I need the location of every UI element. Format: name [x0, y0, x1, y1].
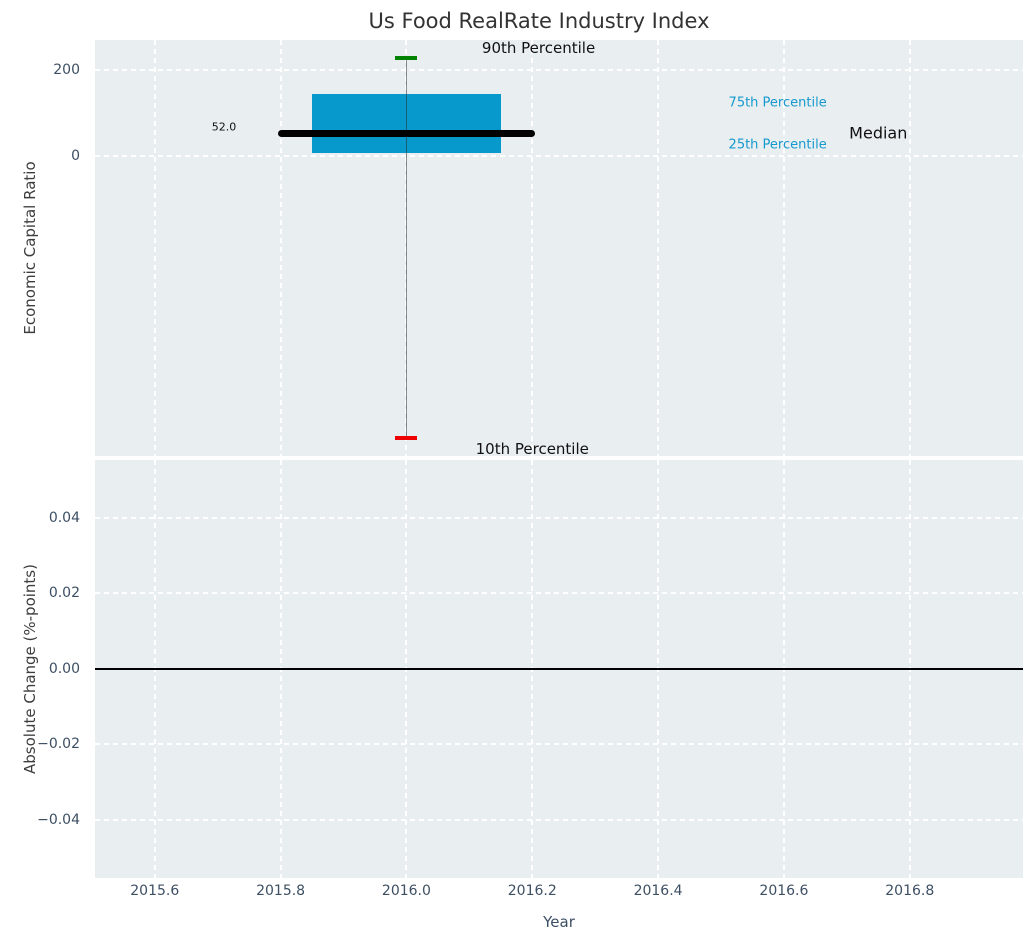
gridline-h [95, 818, 1023, 821]
gridline-v [279, 40, 282, 456]
annotation-median: Median [849, 123, 908, 143]
ytick-label: −0.04 [37, 811, 80, 828]
gridline-v [782, 40, 785, 456]
xtick-label: 2016.2 [507, 883, 557, 899]
xlabel-year: Year [543, 913, 575, 931]
chart-title: Us Food RealRate Industry Index [368, 9, 710, 33]
ytick-label: 0.00 [48, 660, 80, 677]
xtick-label: 2016.0 [381, 883, 431, 899]
median-line [278, 129, 535, 137]
ytick-label: 0 [71, 147, 80, 164]
annotation-52-0: 52.0 [211, 120, 237, 134]
zero-line [95, 667, 1023, 670]
gridline-h [95, 592, 1023, 595]
gridline-v [531, 40, 534, 456]
gridline-v [908, 40, 911, 456]
gridline-h [95, 743, 1023, 746]
ylabel-economic-capital-ratio: Economic Capital Ratio [21, 161, 39, 335]
xtick-label: 2016.4 [633, 883, 683, 899]
upper-cap-90th-percentile [395, 56, 418, 60]
annotation-25th-percentile: 25th Percentile [728, 137, 827, 153]
ytick-label: 200 [53, 62, 80, 79]
annotation-90th-percentile: 90th Percentile [481, 39, 596, 58]
annotation-75th-percentile: 75th Percentile [728, 95, 827, 111]
gridline-h [95, 69, 1023, 72]
gridline-h [95, 516, 1023, 519]
xtick-label: 2015.8 [256, 883, 306, 899]
ytick-label: −0.02 [37, 736, 80, 753]
ytick-label: 0.04 [48, 509, 80, 526]
xtick-label: 2016.8 [885, 883, 935, 899]
annotation-10th-percentile: 10th Percentile [475, 440, 589, 459]
gridline-v [657, 40, 660, 456]
xtick-label: 2016.6 [759, 883, 809, 899]
index-axes [95, 40, 1023, 456]
gridline-v [153, 40, 156, 456]
ytick-label: 0.02 [48, 585, 80, 602]
lower-cap-10th-percentile [395, 436, 418, 440]
whisker-line [405, 58, 408, 438]
gridline-h [95, 154, 1023, 157]
xtick-label: 2015.6 [130, 883, 180, 899]
